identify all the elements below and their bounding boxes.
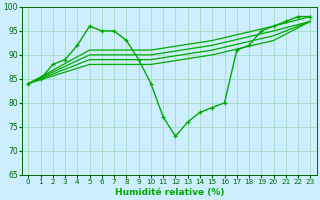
X-axis label: Humidité relative (%): Humidité relative (%) (115, 188, 224, 197)
